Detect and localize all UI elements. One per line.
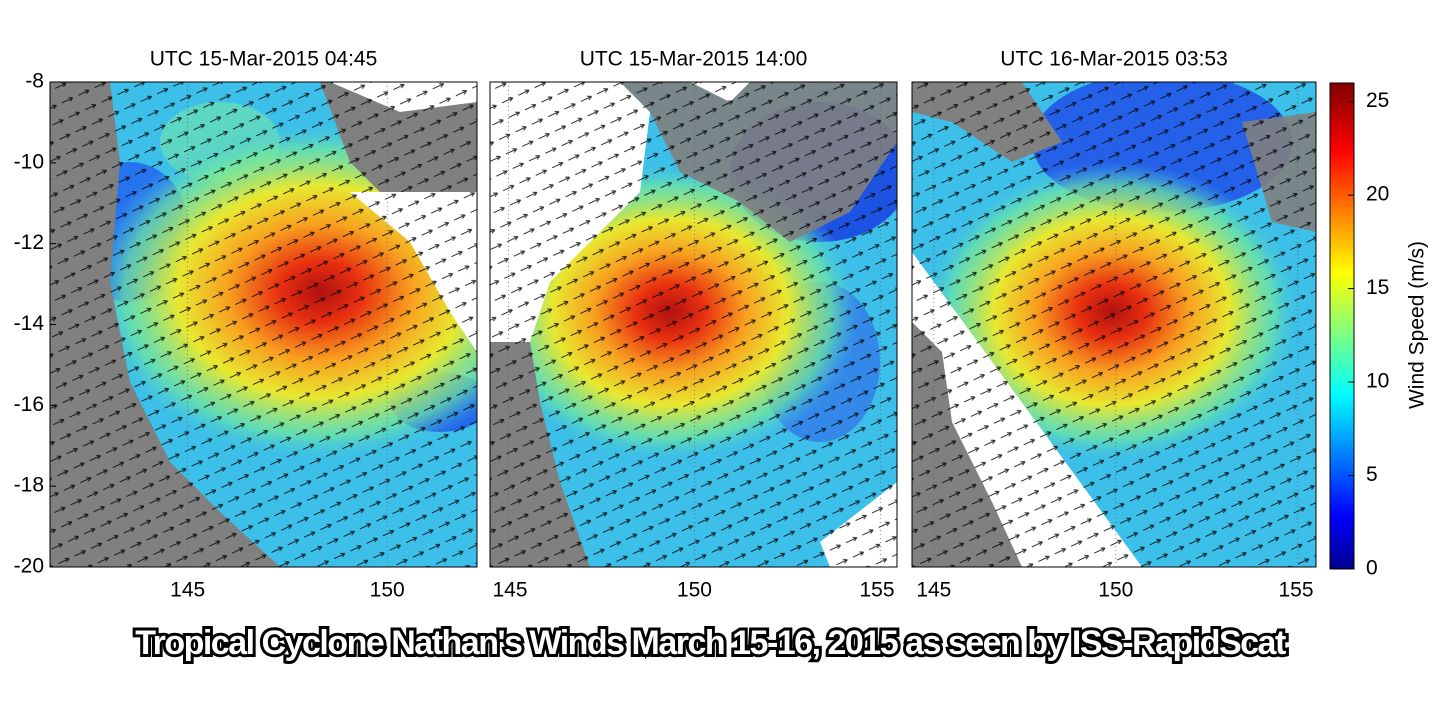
y-tick-label: -12 — [14, 231, 44, 254]
x-tick-label: 155 — [1278, 579, 1313, 602]
panel-frame — [489, 81, 898, 568]
colorbar-tick-label: 0 — [1366, 557, 1378, 580]
colorbar-tick-label: 5 — [1366, 463, 1378, 486]
y-tick-label: -14 — [14, 312, 45, 335]
map-panel — [912, 82, 1316, 567]
y-tick-label: -10 — [14, 150, 44, 173]
map-panel — [50, 82, 477, 567]
panel-title: UTC 15-Mar-2015 14:00 — [580, 48, 808, 71]
y-tick-label: -20 — [14, 555, 44, 578]
panel-frame — [911, 81, 1317, 568]
x-tick-label: 145 — [916, 579, 951, 602]
caption: Tropical Cyclone Nathan's Winds March 15… — [135, 624, 1286, 662]
colorbar-tick-label: 25 — [1366, 89, 1389, 112]
colorbar-tick-label: 20 — [1366, 183, 1389, 206]
x-tick-label: 150 — [1098, 579, 1133, 602]
x-tick-label: 150 — [677, 579, 712, 602]
x-tick-label: 155 — [859, 579, 894, 602]
colorbar-tick-label: 10 — [1366, 370, 1389, 393]
x-tick-label: 150 — [370, 579, 405, 602]
x-tick-label: 145 — [170, 579, 205, 602]
y-tick-label: -18 — [14, 474, 44, 497]
y-tick-label: -8 — [25, 70, 44, 93]
colorbar-tick-label: 15 — [1366, 276, 1389, 299]
colorbar-label: Wind Speed (m/s) — [1406, 241, 1429, 409]
panel-title: UTC 16-Mar-2015 03:53 — [1000, 48, 1228, 71]
panel-title: UTC 15-Mar-2015 04:45 — [150, 48, 378, 71]
x-tick-label: 145 — [492, 579, 527, 602]
map-panel — [490, 82, 897, 567]
y-tick-label: -16 — [14, 393, 44, 416]
colorbar — [1329, 82, 1355, 570]
